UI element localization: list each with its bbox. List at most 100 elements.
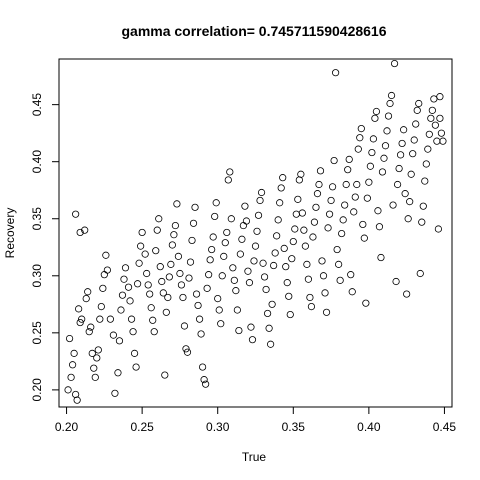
- data-point: [220, 252, 228, 260]
- data-point: [111, 389, 119, 397]
- data-point: [72, 390, 80, 399]
- data-point: [134, 280, 142, 288]
- data-point: [297, 170, 305, 178]
- data-point: [229, 264, 237, 272]
- data-point: [407, 170, 415, 178]
- data-point: [247, 323, 255, 331]
- data-point: [153, 226, 161, 234]
- data-point: [325, 210, 334, 218]
- data-point: [344, 166, 352, 174]
- data-point: [381, 142, 390, 150]
- data-point: [375, 223, 384, 231]
- data-point: [179, 293, 187, 302]
- x-axis: 0.20 0.25 0.30 0.35 0.40 0.45: [55, 407, 456, 434]
- data-point: [309, 233, 317, 241]
- data-point: [198, 363, 207, 371]
- data-point: [306, 293, 314, 302]
- data-point: [401, 190, 409, 198]
- data-point: [109, 331, 118, 339]
- data-point: [363, 194, 371, 202]
- x-tick-label: 0.30: [206, 420, 230, 434]
- data-point: [318, 257, 326, 265]
- data-point: [87, 323, 95, 331]
- data-point: [215, 306, 223, 314]
- data-point: [378, 168, 387, 176]
- data-point: [185, 274, 193, 282]
- data-point: [428, 106, 436, 114]
- data-point: [374, 207, 382, 215]
- data-point: [137, 242, 145, 250]
- y-axis: 0.20 0.25 0.30 0.35 0.40 0.45: [30, 93, 59, 402]
- data-point: [159, 289, 167, 297]
- data-point: [227, 215, 235, 223]
- data-point: [226, 168, 234, 176]
- data-point: [427, 114, 435, 122]
- data-point: [200, 376, 208, 384]
- data-point: [156, 263, 164, 271]
- data-point: [357, 125, 365, 133]
- data-point: [69, 361, 77, 369]
- data-point: [416, 269, 424, 278]
- data-point: [384, 112, 393, 120]
- data-point: [141, 250, 149, 258]
- data-point: [162, 308, 170, 316]
- data-point: [277, 184, 285, 192]
- data-point: [298, 209, 306, 217]
- data-point: [230, 276, 238, 284]
- data-point: [319, 272, 328, 280]
- data-point: [392, 277, 400, 286]
- y-tick-label: 0.35: [30, 207, 44, 231]
- data-point: [398, 139, 406, 148]
- x-tick-label: 0.25: [130, 420, 154, 434]
- data-point: [124, 283, 133, 291]
- data-point: [341, 201, 349, 209]
- data-point: [386, 99, 394, 108]
- data-point: [353, 180, 361, 189]
- data-point: [390, 59, 399, 68]
- data-point: [267, 340, 275, 348]
- data-point: [282, 263, 290, 271]
- data-point: [150, 328, 158, 336]
- data-point: [356, 134, 364, 142]
- data-point: [257, 188, 266, 197]
- data-point: [403, 290, 411, 298]
- data-point: [93, 354, 101, 362]
- x-tick-label: 0.40: [357, 420, 381, 434]
- data-point: [328, 183, 337, 191]
- data-point: [262, 285, 270, 294]
- data-point: [377, 253, 385, 262]
- data-point: [211, 212, 219, 221]
- data-point: [67, 373, 75, 381]
- data-point: [217, 320, 225, 328]
- data-point: [132, 363, 140, 371]
- data-point: [103, 266, 111, 274]
- data-point: [194, 301, 202, 310]
- data-point: [75, 305, 83, 313]
- data-point: [167, 260, 175, 268]
- data-point: [436, 93, 444, 101]
- plot-frame: [58, 58, 453, 408]
- x-axis-label: True: [242, 450, 267, 464]
- data-point: [260, 273, 269, 281]
- data-point: [64, 386, 72, 394]
- data-point: [338, 229, 346, 238]
- data-point: [418, 218, 426, 226]
- data-point: [433, 137, 441, 145]
- data-point: [400, 126, 408, 134]
- data-point: [186, 258, 195, 266]
- data-point: [147, 304, 155, 312]
- data-point: [205, 271, 213, 279]
- data-point: [250, 257, 258, 265]
- data-point: [397, 151, 405, 159]
- data-point: [279, 174, 287, 182]
- y-tick-label: 0.40: [30, 150, 44, 174]
- data-point: [73, 396, 81, 404]
- data-point: [351, 193, 359, 201]
- data-point: [149, 316, 157, 324]
- data-point: [292, 210, 300, 218]
- data-point: [288, 255, 296, 263]
- data-point: [430, 95, 438, 103]
- data-point: [206, 256, 214, 264]
- data-point: [273, 232, 281, 240]
